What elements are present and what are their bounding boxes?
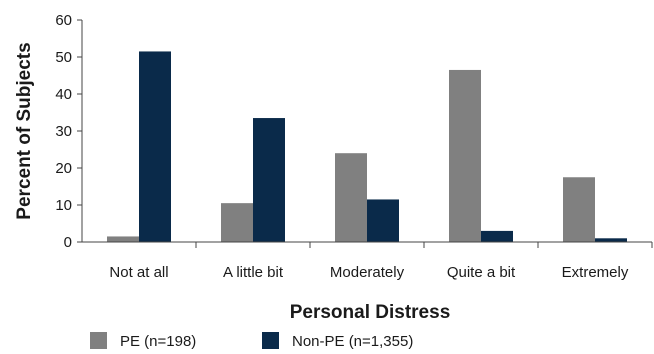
y-axis-title: Percent of Subjects [14, 42, 35, 219]
y-tick-label: 20 [55, 160, 72, 177]
x-tick-label: Moderately [330, 264, 405, 281]
x-tick-label: Quite a bit [447, 264, 516, 281]
bar-non-pe [595, 238, 627, 242]
legend-swatch-pe [90, 332, 107, 349]
bar-non-pe [253, 118, 285, 242]
y-tick-label: 0 [64, 234, 72, 251]
legend-label-pe: PE (n=198) [120, 333, 196, 350]
x-tick-label: Extremely [562, 264, 629, 281]
x-tick-label: Not at all [109, 264, 168, 281]
bar-pe [449, 69, 481, 242]
y-tick-label: 40 [55, 86, 72, 103]
y-tick-label: 50 [55, 49, 72, 66]
y-tick-label: 10 [55, 197, 72, 214]
bar-pe [221, 203, 253, 242]
legend-label-non-pe: Non-PE (n=1,355) [292, 333, 413, 350]
bar-non-pe [481, 230, 513, 242]
bar-pe [563, 177, 595, 242]
x-axis-title: Personal Distress [290, 302, 451, 323]
y-tick-label: 30 [55, 123, 72, 140]
bar-non-pe [367, 199, 399, 242]
x-tick-label: A little bit [223, 264, 284, 281]
bar-non-pe [139, 51, 171, 243]
y-tick-label: 60 [55, 12, 72, 29]
bar-pe [107, 236, 139, 242]
legend-swatch-non-pe [262, 332, 279, 349]
bar-pe [335, 153, 367, 242]
